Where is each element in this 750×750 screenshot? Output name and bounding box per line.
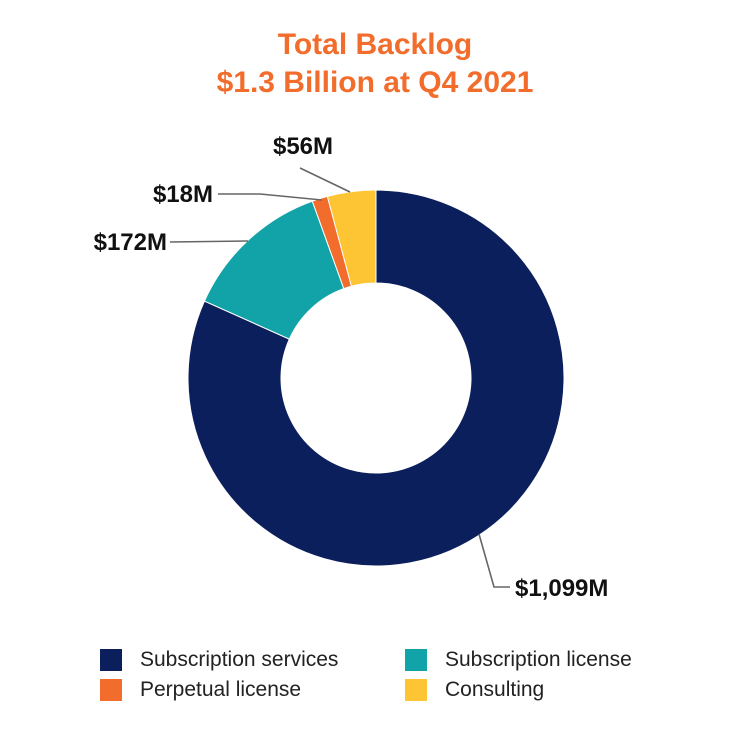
legend-label: Perpetual license bbox=[140, 678, 302, 701]
legend-label: Consulting bbox=[445, 678, 545, 701]
leader-line bbox=[218, 193, 323, 201]
legend-label: Subscription license bbox=[445, 648, 632, 671]
leader-line bbox=[169, 240, 249, 243]
data-label-subscription-services: $1,099M bbox=[515, 575, 608, 602]
slice-subscription-services bbox=[187, 189, 565, 567]
data-label-consulting: $56M bbox=[273, 133, 333, 160]
leader-line bbox=[299, 167, 351, 193]
legend-label: Subscription services bbox=[140, 648, 339, 671]
leader-line bbox=[478, 533, 510, 588]
data-label-perpetual-license: $18M bbox=[153, 181, 213, 208]
legend-swatch bbox=[405, 679, 427, 701]
chart-subtitle: $1.3 Billion at Q4 2021 bbox=[216, 66, 534, 99]
data-label-subscription-license: $172M bbox=[94, 229, 167, 256]
legend-item-subscription-license: Subscription license bbox=[405, 648, 632, 672]
slice-consulting bbox=[326, 189, 377, 287]
legend-swatch bbox=[100, 649, 122, 671]
chart-title: Total Backlog bbox=[277, 28, 473, 61]
legend-item-consulting: Consulting bbox=[405, 678, 544, 702]
legend-swatch bbox=[405, 649, 427, 671]
legend-item-perpetual-license: Perpetual license bbox=[100, 678, 301, 702]
legend-swatch bbox=[100, 679, 122, 701]
legend-item-subscription-services: Subscription services bbox=[100, 648, 338, 672]
